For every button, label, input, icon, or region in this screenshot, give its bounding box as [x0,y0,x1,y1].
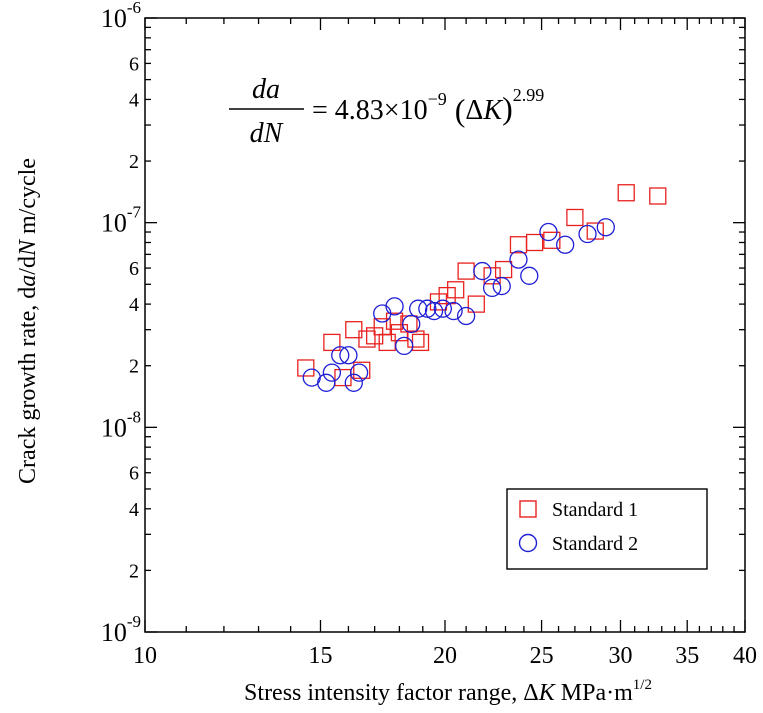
y-decade-label: 10-9 [101,612,141,647]
data-point-standard-2 [578,224,597,244]
data-point-standard-2 [596,218,615,237]
tick-marks [144,17,746,633]
data-point-standard-2 [344,373,363,392]
data-point-standard-2 [433,299,452,318]
data-point-standard-1 [429,293,448,311]
data-point-standard-2 [509,250,528,269]
data-point-standard-2 [539,222,558,242]
data-point-standard-2 [339,346,358,365]
y-decade-label: 10-7 [101,203,142,238]
legend-label-standard-2: Standard 2 [552,533,638,555]
y-minor-tick-label: 6 [129,53,139,75]
y-minor-tick-label: 6 [129,258,139,280]
y-axis-title: Crack growth rate, da/dN m/cycle [15,158,41,484]
y-minor-tick-label: 2 [129,356,139,378]
data-point-standard-1 [617,184,635,202]
y-decade-label: 10-6 [101,0,141,33]
data-point-standard-1 [385,312,404,330]
data-point-standard-2 [492,276,511,296]
data-point-standard-1 [323,333,341,352]
legend-label-standard-1: Standard 1 [552,499,638,521]
equation-denominator: dN [250,118,284,149]
equation-rhs: = 4.83×10−9 (ΔK)2.99 [312,85,544,128]
data-point-standard-2 [385,297,404,316]
data-point-standard-2 [402,314,421,334]
data-point-standard-2 [317,373,336,392]
data-point-standard-1 [566,208,584,227]
data-point-standard-1 [411,333,430,352]
data-point-standard-2 [331,346,350,365]
data-point-standard-1 [297,359,315,377]
data-point-standard-2 [520,266,539,285]
y-minor-tick-label: 4 [129,89,139,111]
legend-box [506,488,708,570]
data-point-standard-1 [447,281,465,299]
data-point-standard-2 [456,306,476,326]
x-tick-label: 10 [133,643,157,669]
y-minor-tick-label: 4 [129,294,139,316]
data-point-standard-1 [483,267,501,285]
equation-numerator: da [252,74,280,105]
y-minor-tick-label: 4 [129,499,139,521]
data-point-standard-2 [349,363,369,382]
data-point-standard-2 [482,278,502,298]
x-tick-label: 40 [733,643,757,669]
data-point-standard-2 [556,235,575,254]
data-point-standard-1 [407,330,425,348]
data-point-standard-2 [409,299,428,318]
data-point-standard-2 [424,301,444,321]
y-decade-label: 10-8 [101,407,141,442]
x-tick-label: 30 [608,643,632,669]
data-point-standard-1 [586,222,604,240]
data-point-standard-2 [444,301,463,321]
data-point-standard-1 [543,231,561,249]
data-point-standard-1 [649,187,667,205]
data-point-standard-1 [509,236,528,254]
y-minor-tick-label: 2 [129,560,139,582]
data-point-standard-1 [378,333,396,352]
tick-labels: 2 4 6 2 4 6 2 4 6 10-9 10-8 10-7 10-6 10 15 20 25 30 35 40 [101,0,757,669]
x-tick-label: 35 [675,643,699,669]
data-point-standard-1 [345,321,363,339]
data-point-standard-1 [457,262,475,280]
data-point-standard-1 [467,295,485,313]
x-tick-label: 25 [530,643,554,669]
plot-frame [144,17,746,633]
y-minor-tick-label: 6 [129,463,139,485]
data-point-standard-2 [395,336,414,356]
x-axis-title: Stress intensity factor range, ΔK MPa·m1… [244,677,652,706]
fit-equation: da dN = 4.83×10−9 (ΔK)2.99 [229,74,544,149]
y-minor-tick-label: 2 [129,151,139,173]
legend-marker-standard-1 [519,500,537,518]
x-tick-label: 20 [433,643,457,669]
data-point-standard-2 [473,261,492,281]
data-point-standard-1 [525,233,544,252]
data-points [297,184,667,392]
data-point-standard-2 [322,363,342,382]
legend: Standard 1 Standard 2 [506,488,708,570]
data-point-standard-1 [494,260,513,279]
legend-marker-standard-2 [518,533,538,553]
x-tick-label: 15 [308,643,332,669]
data-point-standard-1 [334,368,352,387]
